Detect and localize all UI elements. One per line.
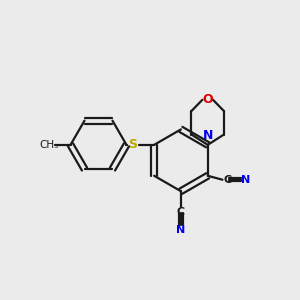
Text: S: S xyxy=(128,138,137,151)
Text: O: O xyxy=(202,93,213,106)
Text: C: C xyxy=(224,175,232,185)
Text: CH₃: CH₃ xyxy=(40,140,59,150)
Text: N: N xyxy=(242,175,251,185)
Text: N: N xyxy=(202,130,213,142)
Text: N: N xyxy=(176,225,185,235)
Text: C: C xyxy=(177,207,185,218)
